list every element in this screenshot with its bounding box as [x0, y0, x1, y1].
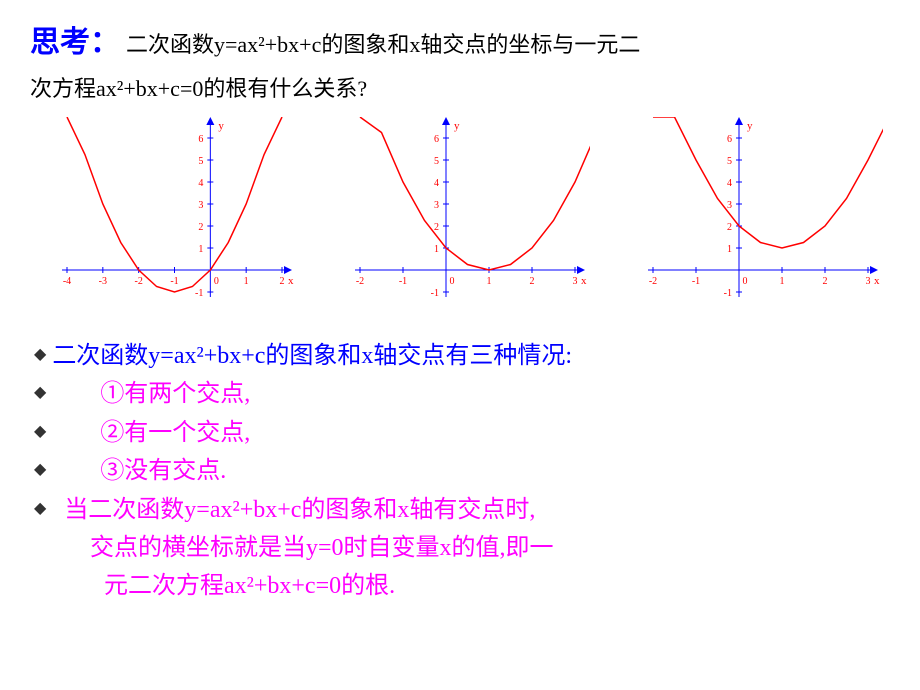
svg-text:1: 1: [780, 276, 785, 287]
chart-one-root: -2 -1 0 1 2 3 -1 1 2 3 4 5 6 x y: [330, 117, 590, 317]
answer-item1-line: ◆ ①有两个交点,: [34, 375, 890, 413]
svg-text:1: 1: [727, 244, 732, 255]
svg-text:-1: -1: [431, 288, 439, 299]
svg-text:-1: -1: [195, 288, 203, 299]
svg-text:1: 1: [486, 276, 491, 287]
answer-item3-text: ③没有交点.: [100, 458, 226, 484]
svg-text:2: 2: [727, 222, 732, 233]
svg-text:-2: -2: [356, 276, 364, 287]
svg-text:6: 6: [434, 134, 439, 145]
svg-text:5: 5: [727, 156, 732, 167]
answer-item2-line: ◆ ②有一个交点,: [34, 414, 890, 452]
svg-text:x: x: [288, 275, 294, 287]
svg-text:1: 1: [434, 244, 439, 255]
svg-text:3: 3: [434, 200, 439, 211]
svg-text:3: 3: [727, 200, 732, 211]
question-line2: 次方程ax²+bx+c=0的根有什么关系?: [30, 71, 890, 107]
svg-text:4: 4: [198, 178, 203, 189]
charts-row: -4 -3 -2 -1 0 1 2 -1 1 2 3 4 5 6 x y -2 -1 0 1 2 3 -1 1 2 3 4 5 6 x y…: [30, 117, 890, 317]
svg-text:y: y: [747, 120, 753, 132]
answer-explain1-text: 当二次函数y=ax²+bx+c的图象和x轴有交点时,: [64, 497, 535, 523]
svg-text:5: 5: [198, 156, 203, 167]
svg-text:x: x: [874, 275, 880, 287]
svg-text:0: 0: [449, 276, 454, 287]
svg-text:-1: -1: [724, 288, 732, 299]
svg-text:6: 6: [727, 134, 732, 145]
svg-text:-1: -1: [692, 276, 700, 287]
svg-text:y: y: [218, 120, 224, 132]
answer-explain3-line: 元二次方程ax²+bx+c=0的根.: [34, 567, 890, 605]
svg-text:2: 2: [529, 276, 534, 287]
answer-item2-text: ②有一个交点,: [100, 420, 250, 446]
answer-main-text: 二次函数y=ax²+bx+c的图象和x轴交点有三种情况:: [52, 343, 572, 369]
answer-main-line: ◆ 二次函数y=ax²+bx+c的图象和x轴交点有三种情况:: [34, 337, 890, 375]
bullet-icon: ◆: [34, 384, 46, 401]
svg-text:3: 3: [572, 276, 577, 287]
answer-explain2-text: 交点的横坐标就是当y=0时自变量x的值,即一: [90, 535, 554, 561]
question-prefix: 思考：: [30, 26, 120, 59]
answer-explain1-line: ◆ 当二次函数y=ax²+bx+c的图象和x轴有交点时,: [34, 491, 890, 529]
svg-text:0: 0: [213, 276, 218, 287]
svg-text:x: x: [581, 275, 587, 287]
svg-text:-2: -2: [649, 276, 657, 287]
bullet-icon: ◆: [34, 423, 46, 440]
bullet-icon: ◆: [34, 346, 46, 363]
bullet-icon: ◆: [34, 461, 46, 478]
svg-text:5: 5: [434, 156, 439, 167]
answer-explain2-line: 交点的横坐标就是当y=0时自变量x的值,即一: [34, 529, 890, 567]
question-text2: 次方程ax²+bx+c=0的根有什么关系?: [30, 76, 367, 101]
svg-text:4: 4: [434, 178, 439, 189]
svg-text:-3: -3: [98, 276, 106, 287]
svg-text:3: 3: [866, 276, 871, 287]
svg-text:3: 3: [198, 200, 203, 211]
svg-text:4: 4: [727, 178, 732, 189]
svg-text:-1: -1: [399, 276, 407, 287]
answer-item1-text: ①有两个交点,: [100, 381, 250, 407]
svg-text:1: 1: [243, 276, 248, 287]
svg-text:0: 0: [743, 276, 748, 287]
svg-text:-2: -2: [134, 276, 142, 287]
chart-no-root: -2 -1 0 1 2 3 -1 1 2 3 4 5 6 x y: [623, 117, 883, 317]
answer-explain3-text: 元二次方程ax²+bx+c=0的根.: [104, 573, 395, 599]
svg-text:2: 2: [823, 276, 828, 287]
question-text1: 二次函数y=ax²+bx+c的图象和x轴交点的坐标与一元二: [126, 32, 640, 57]
svg-text:1: 1: [198, 244, 203, 255]
svg-text:2: 2: [198, 222, 203, 233]
answer-item3-line: ◆ ③没有交点.: [34, 452, 890, 490]
svg-text:2: 2: [434, 222, 439, 233]
svg-text:-1: -1: [170, 276, 178, 287]
svg-text:-4: -4: [62, 276, 70, 287]
svg-text:y: y: [454, 120, 460, 132]
svg-text:2: 2: [279, 276, 284, 287]
svg-text:6: 6: [198, 134, 203, 145]
question-line1: 思考： 二次函数y=ax²+bx+c的图象和x轴交点的坐标与一元二: [30, 20, 890, 65]
chart-two-roots: -4 -3 -2 -1 0 1 2 -1 1 2 3 4 5 6 x y: [37, 117, 297, 317]
bullet-icon: ◆: [34, 500, 46, 517]
